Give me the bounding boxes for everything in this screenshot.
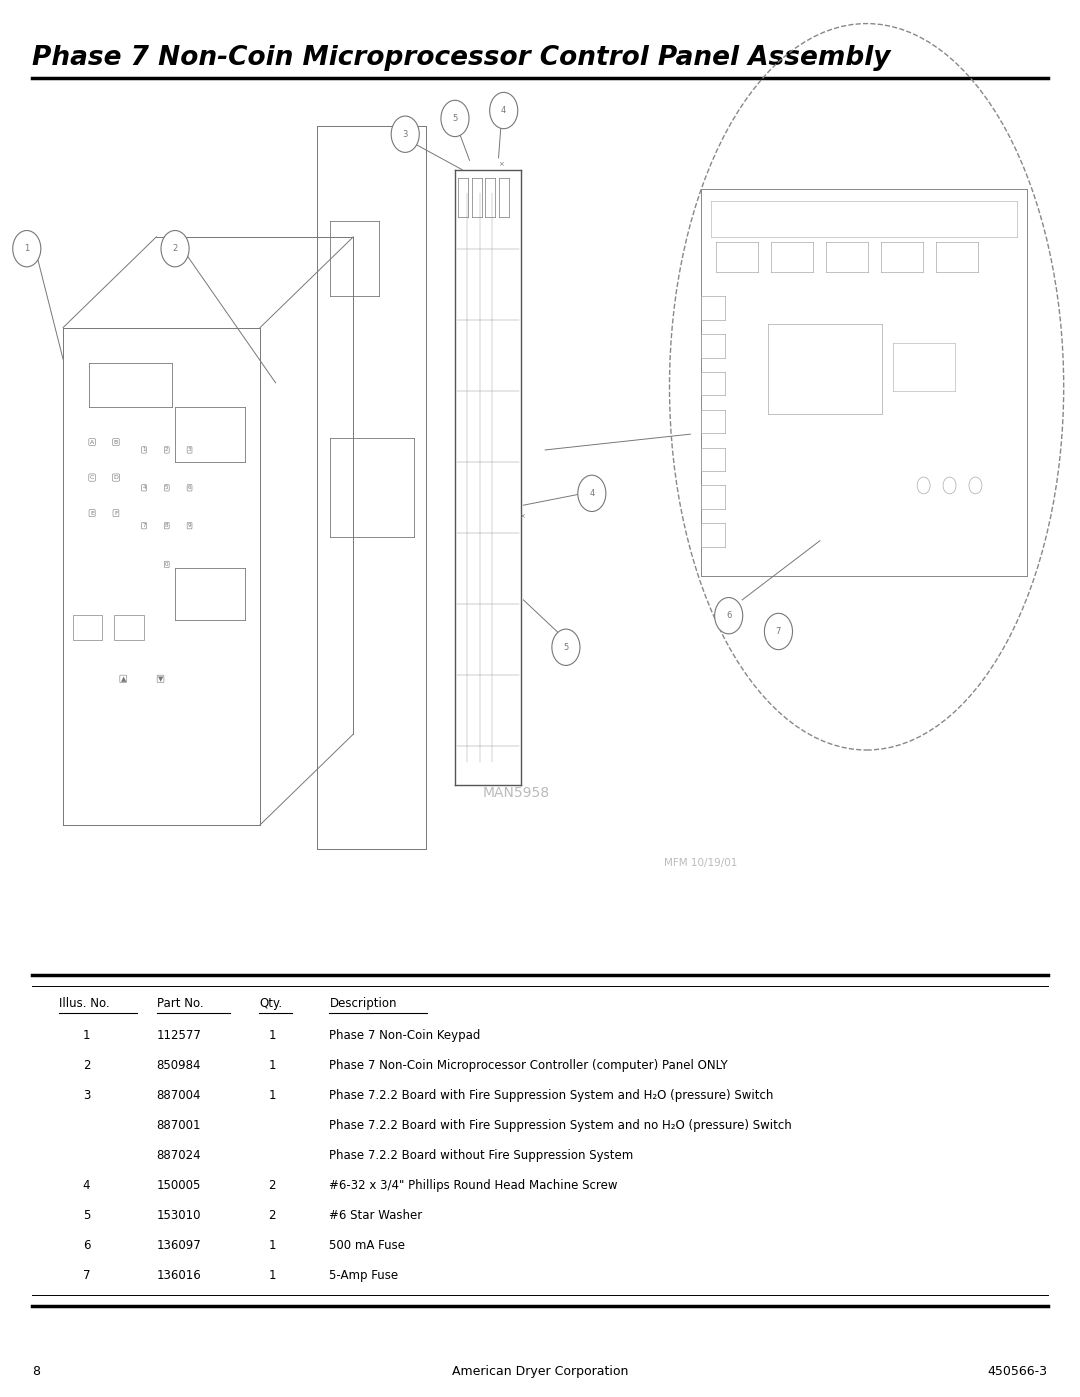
Text: 8: 8 [165,524,168,528]
Text: 3: 3 [403,130,408,138]
Text: 150005: 150005 [157,1179,201,1192]
Text: 1: 1 [269,1268,275,1282]
Text: Phase 7 Non-Coin Microprocessor Control Panel Assembly: Phase 7 Non-Coin Microprocessor Control … [32,45,891,71]
Text: Phase 7 Non-Coin Keypad: Phase 7 Non-Coin Keypad [329,1028,481,1042]
Text: 8: 8 [32,1365,40,1379]
Circle shape [161,231,189,267]
Bar [72,615,102,640]
Text: 850984: 850984 [157,1059,201,1071]
Circle shape [489,92,517,129]
Text: Phase 7.2.2 Board without Fire Suppression System: Phase 7.2.2 Board without Fire Suppressi… [329,1148,634,1162]
Text: 4: 4 [501,106,507,115]
Text: ▼: ▼ [158,676,163,682]
Text: 5: 5 [564,643,568,652]
Text: 5: 5 [83,1208,90,1222]
Text: 6: 6 [726,612,731,620]
Text: 2: 2 [269,1179,275,1192]
Text: C: C [90,475,94,481]
Text: 1: 1 [24,244,29,253]
Circle shape [391,116,419,152]
Circle shape [765,613,793,650]
Text: A: A [90,440,94,444]
Text: MFM 10/19/01: MFM 10/19/01 [664,858,738,869]
Text: ▲: ▲ [121,676,126,682]
Text: ⨯: ⨯ [519,513,525,518]
Text: 2: 2 [83,1059,90,1071]
Text: Part No.: Part No. [157,996,203,1010]
Text: Phase 7.2.2 Board with Fire Suppression System and no H₂O (pressure) Switch: Phase 7.2.2 Board with Fire Suppression … [329,1119,792,1132]
Circle shape [578,475,606,511]
Text: 153010: 153010 [157,1208,201,1222]
Text: 887001: 887001 [157,1119,201,1132]
Text: 1: 1 [269,1088,275,1102]
Text: 4: 4 [143,485,146,490]
Text: 4: 4 [83,1179,90,1192]
Text: 5-Amp Fuse: 5-Amp Fuse [329,1268,399,1282]
Text: 887004: 887004 [157,1088,201,1102]
Text: 1: 1 [269,1239,275,1252]
Text: 1: 1 [143,447,146,453]
Circle shape [441,101,469,137]
Text: 6: 6 [83,1239,90,1252]
Text: 2: 2 [269,1208,275,1222]
Text: 5: 5 [453,115,458,123]
Text: 112577: 112577 [157,1028,202,1042]
Text: 6: 6 [188,485,191,490]
Text: #6 Star Washer: #6 Star Washer [329,1208,422,1222]
Text: MAN5958: MAN5958 [483,787,550,800]
Text: 1: 1 [269,1028,275,1042]
Text: B: B [113,440,118,444]
Text: 136097: 136097 [157,1239,201,1252]
Text: 887024: 887024 [157,1148,201,1162]
Circle shape [715,598,743,634]
Text: 2: 2 [165,447,168,453]
Bar [114,615,144,640]
Text: 7: 7 [775,627,781,636]
Text: 2: 2 [173,244,178,253]
Text: 5: 5 [165,485,168,490]
Text: 4: 4 [590,489,594,497]
Text: American Dryer Corporation: American Dryer Corporation [451,1365,629,1379]
Text: 500 mA Fuse: 500 mA Fuse [329,1239,405,1252]
Text: Qty.: Qty. [259,996,282,1010]
Text: 450566-3: 450566-3 [987,1365,1048,1379]
Circle shape [552,629,580,665]
Text: 136016: 136016 [157,1268,201,1282]
Text: 7: 7 [83,1268,90,1282]
Text: Phase 7 Non-Coin Microprocessor Controller (computer) Panel ONLY: Phase 7 Non-Coin Microprocessor Controll… [329,1059,728,1071]
Text: Illus. No.: Illus. No. [59,996,110,1010]
Text: Description: Description [329,996,397,1010]
Text: Phase 7.2.2 Board with Fire Suppression System and H₂O (pressure) Switch: Phase 7.2.2 Board with Fire Suppression … [329,1088,773,1102]
Circle shape [13,231,41,267]
Text: 0: 0 [165,562,168,567]
Text: E: E [90,510,94,515]
Text: 9: 9 [188,524,191,528]
Text: 3: 3 [83,1088,90,1102]
Text: F: F [114,510,118,515]
Text: 3: 3 [188,447,191,453]
Text: 1: 1 [269,1059,275,1071]
Text: D: D [113,475,119,481]
Text: 1: 1 [83,1028,90,1042]
Text: ⨯: ⨯ [498,161,503,166]
Text: 7: 7 [143,524,146,528]
Text: #6-32 x 3/4" Phillips Round Head Machine Screw: #6-32 x 3/4" Phillips Round Head Machine… [329,1179,618,1192]
